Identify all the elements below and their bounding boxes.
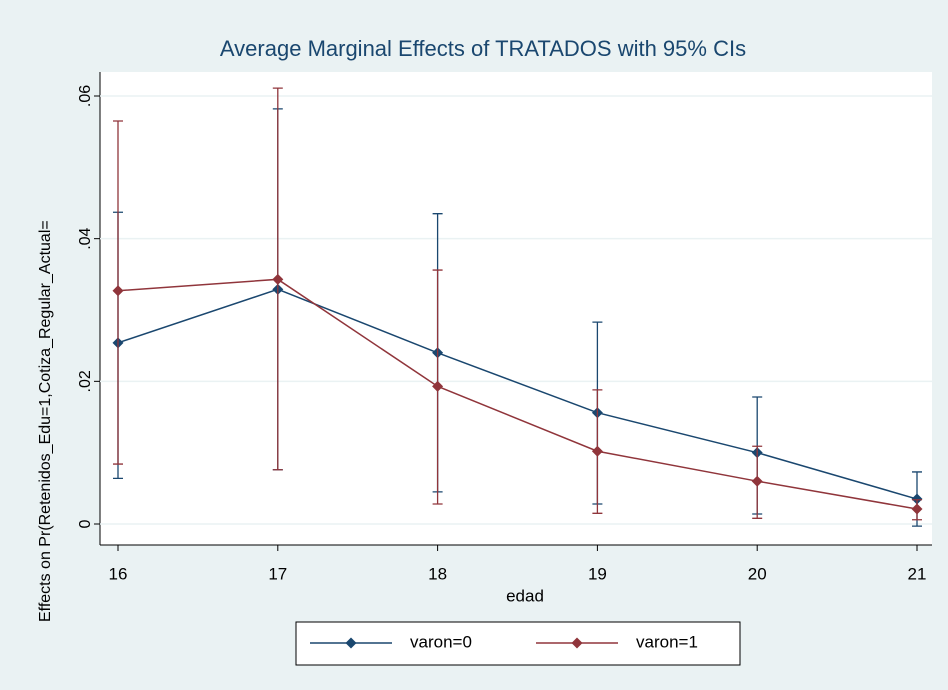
legend-marker [345, 637, 357, 649]
chart-title: Average Marginal Effects of TRATADOS wit… [220, 36, 746, 61]
series-line [117, 278, 918, 510]
x-tick-label: 20 [748, 564, 767, 583]
marker [272, 273, 284, 285]
y-tick-label: 0 [77, 519, 94, 528]
y-tick-label: .02 [77, 370, 94, 392]
x-tick-label: 18 [428, 564, 447, 583]
marker [911, 503, 923, 515]
marker [432, 380, 444, 392]
x-axis-label: edad [506, 586, 544, 605]
marker [591, 445, 603, 457]
marker [911, 493, 923, 505]
y-tick-label: .06 [77, 85, 94, 107]
x-tick-label: 19 [588, 564, 607, 583]
x-tick-label: 17 [268, 564, 287, 583]
marker [112, 285, 124, 297]
legend-marker [571, 637, 583, 649]
legend-label: varon=1 [636, 632, 698, 651]
x-tick-label: 21 [908, 564, 927, 583]
y-axis-label: Effects on Pr(Retenidos_Edu=1,Cotiza_Reg… [37, 220, 54, 622]
legend-label: varon=0 [410, 632, 472, 651]
y-tick-label: .04 [77, 227, 94, 249]
series-line [117, 288, 918, 500]
x-tick-label: 16 [109, 564, 128, 583]
marker [751, 475, 763, 487]
plot-area [100, 72, 932, 545]
